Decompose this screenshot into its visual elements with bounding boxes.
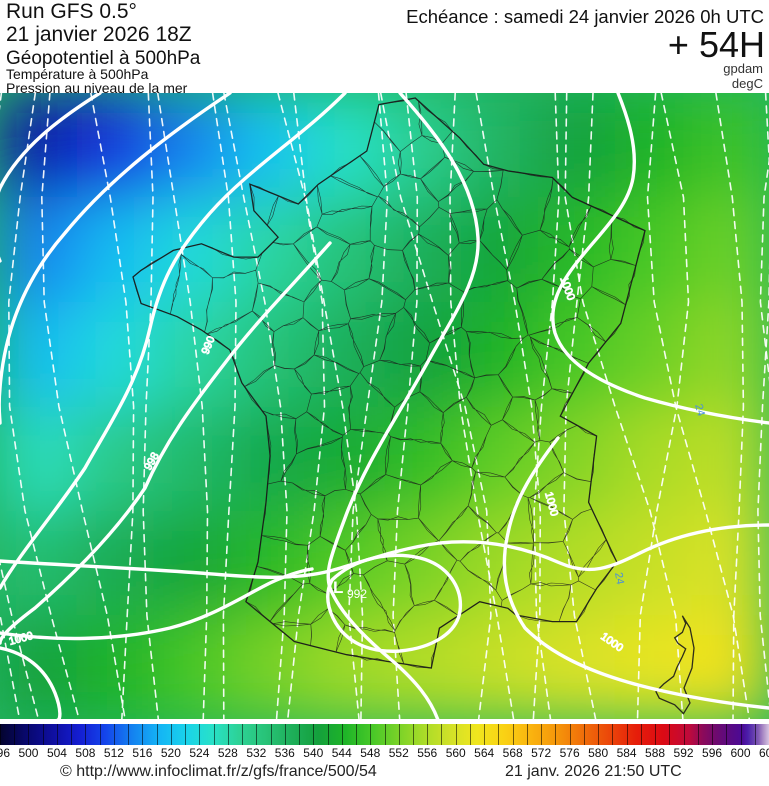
svg-text:24: 24 bbox=[612, 571, 626, 585]
svg-text:992: 992 bbox=[347, 587, 367, 601]
svg-text:L: L bbox=[333, 578, 343, 597]
